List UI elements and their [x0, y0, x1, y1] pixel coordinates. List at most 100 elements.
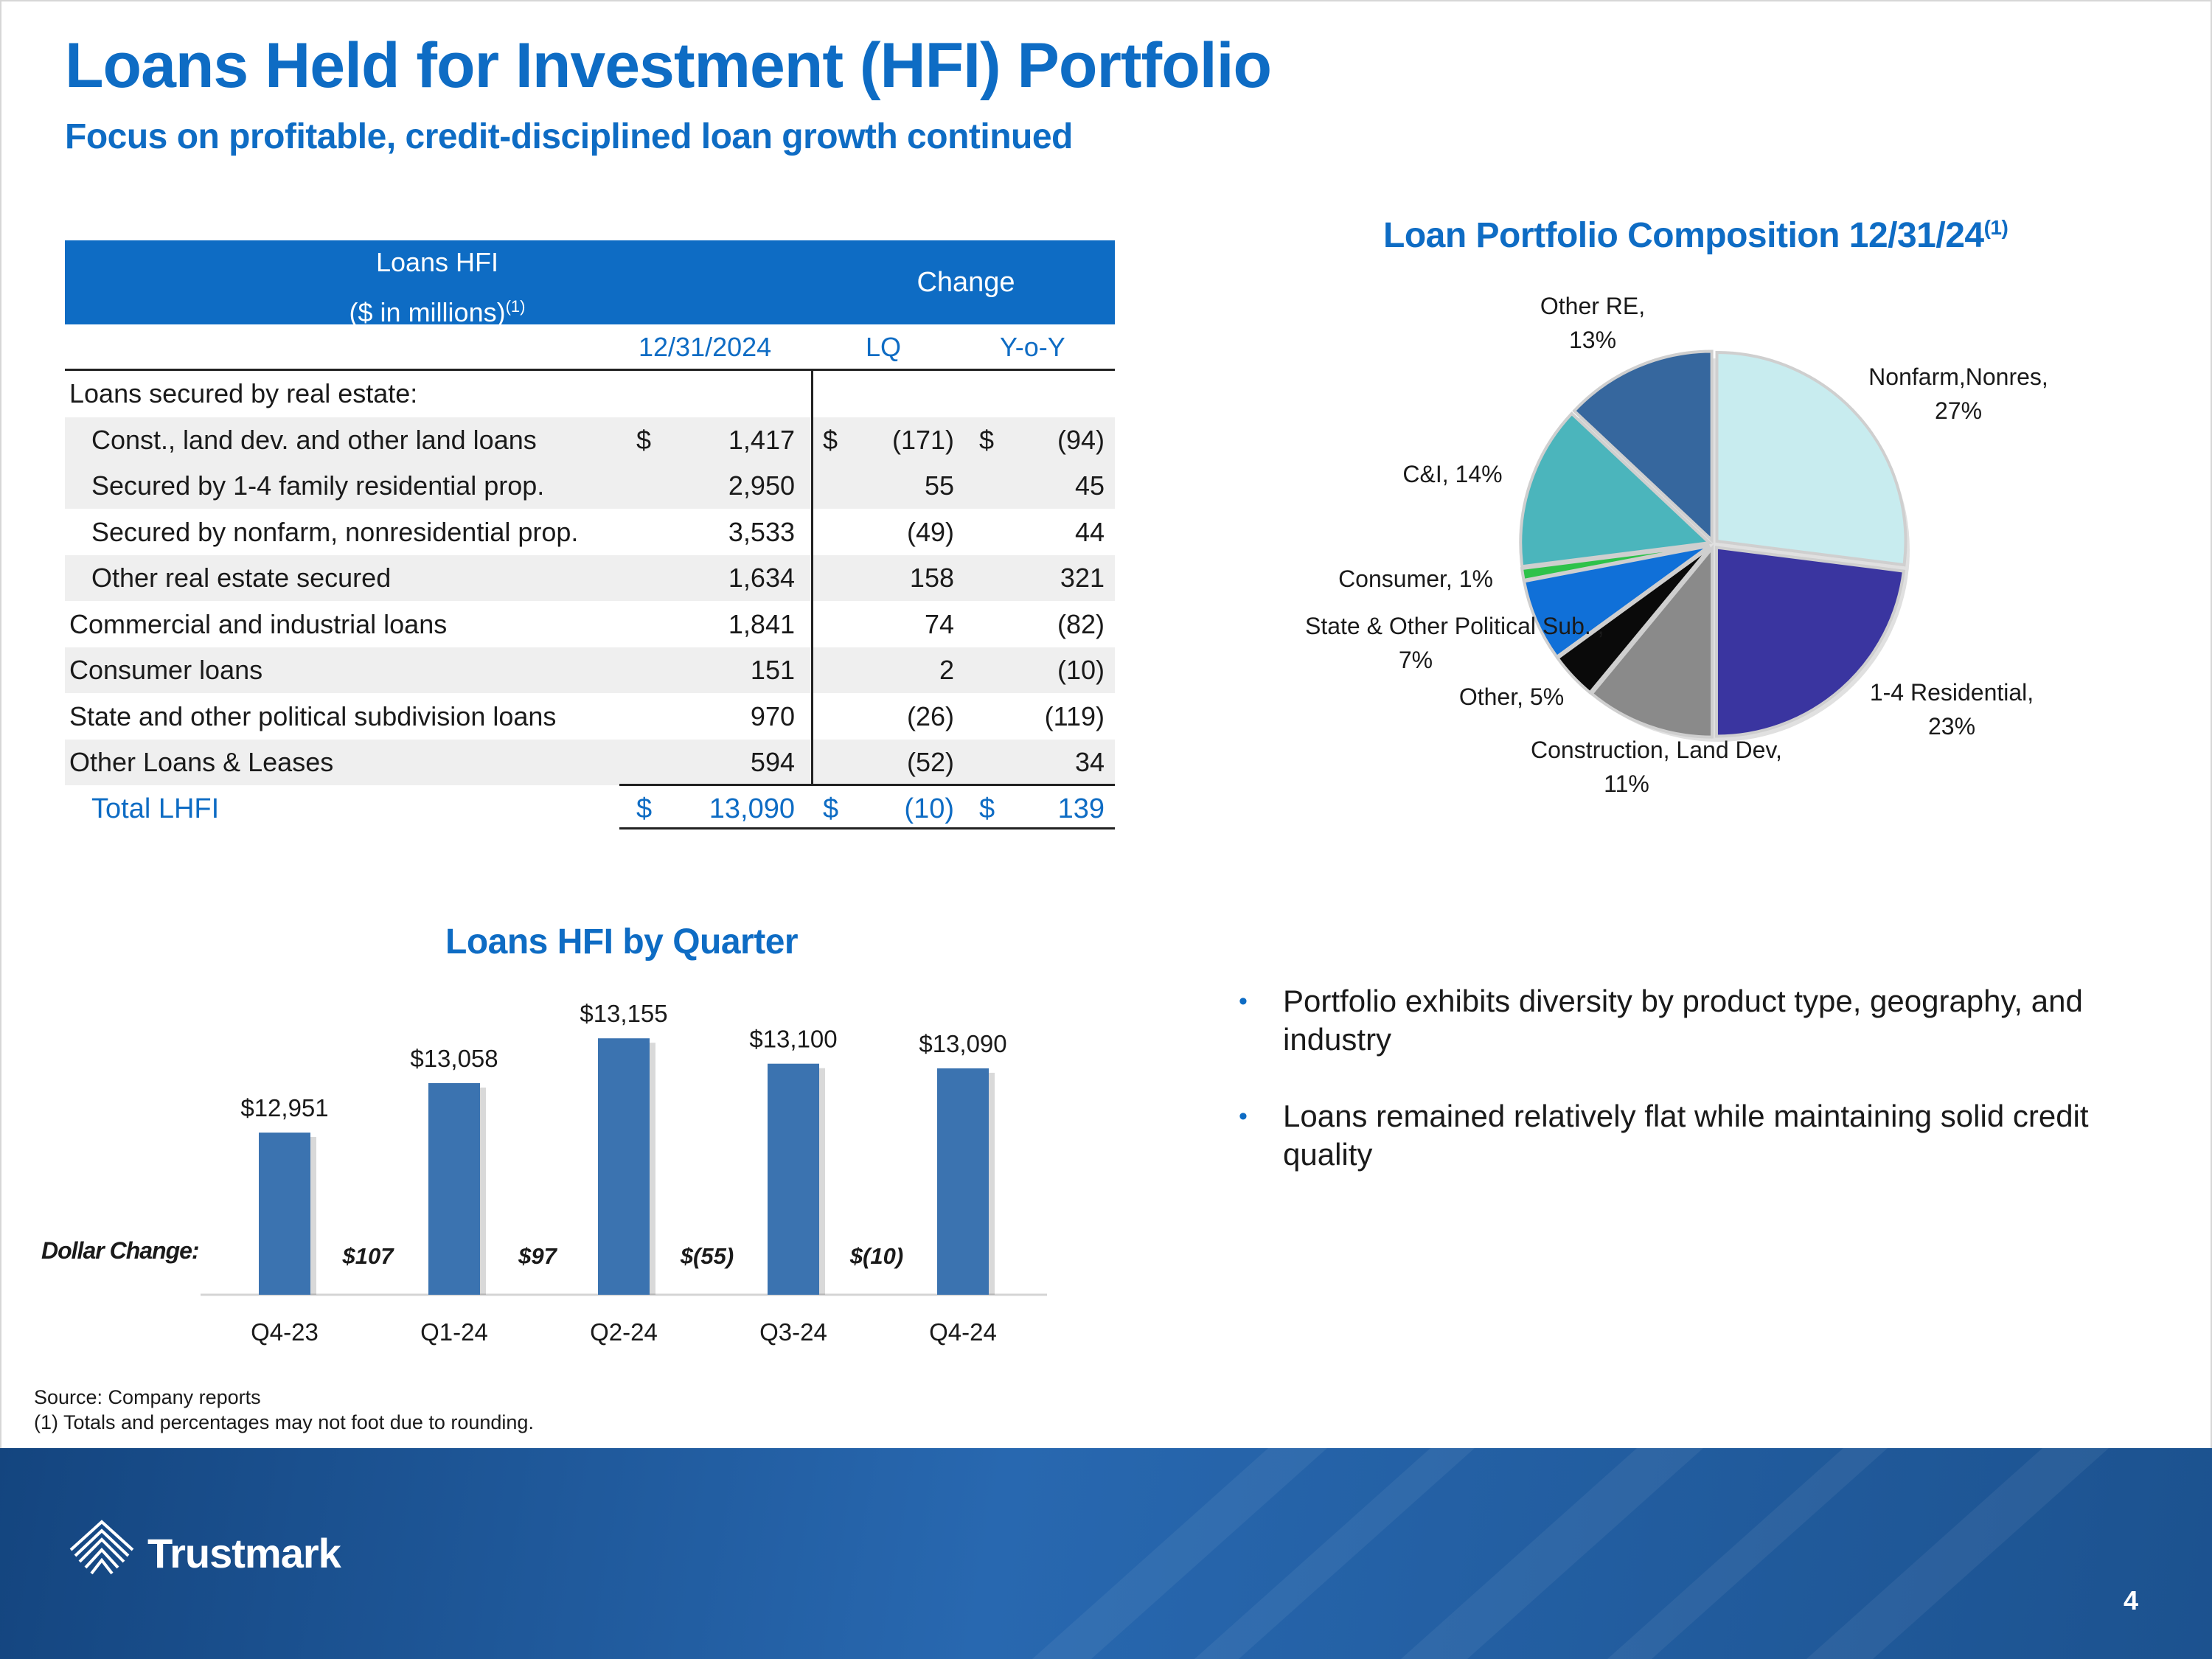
bullet-list: Portfolio exhibits diversity by product …	[1239, 982, 2124, 1212]
row-yoy: (10)	[1057, 655, 1105, 685]
pie-label-name: Other RE,	[1540, 293, 1646, 319]
bar-Q1-24	[428, 1082, 480, 1295]
pie-label-name: 1-4 Residential,	[1869, 679, 2034, 706]
row-value: 594	[750, 747, 795, 777]
table-row: Secured by 1-4 family residential prop. 2…	[65, 463, 1115, 509]
row-label: Const., land dev. and other land loans	[91, 424, 537, 455]
row-value: 1,634	[728, 563, 795, 593]
row-yoy: 45	[1074, 470, 1105, 501]
row-label: Other real estate secured	[91, 563, 392, 593]
pie-title-note: (1)	[1983, 216, 2008, 239]
row-value: 151	[750, 655, 795, 685]
bar-category-label: Q2-24	[590, 1318, 658, 1346]
table-header-title: Loans HFI ($ in millions)(1)	[65, 240, 810, 327]
pie-label-name: C&I,	[1402, 461, 1449, 487]
bar-category-label: Q4-24	[929, 1318, 997, 1346]
row-lq: 74	[924, 608, 954, 639]
pie-label-pct: 11%	[1604, 771, 1649, 797]
table-row: Const., land dev. and other land loans 1,…	[65, 417, 1115, 463]
pie-label-pct: 23%	[1927, 713, 1976, 740]
bar-Q4-24	[937, 1068, 989, 1295]
pie-label-name: Nonfarm,Nonres,	[1868, 364, 2048, 390]
bar-Q2-24	[598, 1038, 650, 1295]
bullet-item: Portfolio exhibits diversity by product …	[1239, 982, 2124, 1059]
bar-value-label: $12,951	[240, 1094, 328, 1121]
column-headers: 12/31/2024 LQ Y-o-Y	[65, 324, 1115, 371]
pie-label-3: Other, 5%	[1438, 680, 1585, 714]
total-row: Total LHFI 13,090 (10) 139 $ $ $	[65, 786, 1115, 832]
currency-symbol: $	[979, 793, 995, 824]
table-row: Other real estate secured 1,634 158 321	[65, 555, 1115, 601]
dollar-change-value: $(55)	[680, 1243, 734, 1269]
row-yoy: 321	[1060, 563, 1105, 593]
pie-label-5: Consumer, 1%	[1320, 562, 1512, 596]
row-label: Loans secured by real estate:	[69, 378, 418, 408]
pie-label-pct: 27%	[1934, 397, 1983, 424]
pie-label-name: Construction, Land Dev,	[1531, 737, 1782, 763]
table-divider	[811, 371, 813, 784]
table-header-note: (1)	[505, 297, 526, 316]
pie-label-pct: 5%	[1529, 684, 1565, 710]
bar-value-label: $13,058	[410, 1045, 498, 1072]
pie-chart-title: Loan Portfolio Composition 12/31/24(1)	[1383, 215, 2008, 256]
change-header: Change	[917, 267, 1015, 298]
row-lq: 2	[939, 655, 954, 685]
table-row: State and other political subdivision lo…	[65, 694, 1115, 740]
row-value: 1,417	[728, 424, 795, 455]
row-lq: (26)	[906, 700, 954, 731]
table-row: Secured by nonfarm, nonresidential prop.…	[65, 509, 1115, 555]
row-lq: 55	[924, 470, 954, 501]
bar-category-label: Q4-23	[251, 1318, 319, 1346]
dollar-change-value: $107	[342, 1243, 395, 1269]
table-row: Other Loans & Leases 594 (52) 34	[65, 740, 1115, 785]
dollar-change-value: $97	[518, 1243, 557, 1269]
row-lq: (171)	[891, 424, 954, 455]
pie-label-name: Consumer,	[1338, 566, 1453, 592]
page-number: 4	[2124, 1585, 2139, 1615]
currency-symbol: $	[823, 793, 839, 824]
col-head-lq: LQ	[866, 332, 902, 362]
footer-stripes	[1032, 1448, 2109, 1659]
footer-band	[0, 1448, 2212, 1659]
bar-chart: $12,951 Q4-23 $13,058 Q1-24 $13,155 Q2-24 $13,…	[201, 1000, 1047, 1346]
bar-Q4-23	[259, 1133, 310, 1295]
rounding-note: (1) Totals and percentages may not foot …	[34, 1411, 534, 1433]
row-lq: (49)	[906, 516, 954, 547]
pie-slice-1	[1714, 546, 1906, 738]
total-rule-bottom	[619, 827, 1115, 830]
dollar-change-label: Dollar Change:	[41, 1237, 200, 1264]
pie-slice-6	[1519, 411, 1713, 568]
brand-name: Trustmark	[147, 1530, 341, 1576]
table-row: Consumer loans 151 2 (10)	[65, 647, 1115, 693]
row-label: Other Loans & Leases	[69, 747, 334, 777]
bullet-item: Loans remained relatively flat while mai…	[1239, 1097, 2124, 1174]
dollar-change-value: $(10)	[849, 1243, 903, 1269]
currency-symbol: $	[823, 424, 838, 455]
source-note: Source: Company reports	[34, 1386, 261, 1408]
bar-Q3-24	[768, 1063, 819, 1295]
row-yoy: (119)	[1044, 700, 1105, 731]
pie-label-0: Nonfarm,Nonres, 27%	[1848, 360, 2069, 428]
row-label: Secured by nonfarm, nonresidential prop.	[91, 516, 579, 547]
col-head-yoy: Y-o-Y	[1000, 332, 1065, 362]
row-lq: 158	[909, 563, 954, 593]
pie-label-2: Construction, Land Dev, 11%	[1531, 733, 1782, 801]
pie-label-name: Other,	[1458, 684, 1523, 710]
row-label: Commercial and industrial loans	[69, 608, 448, 639]
total-lq: (10)	[904, 793, 954, 824]
table-header-line1: Loans HFI	[375, 247, 499, 277]
col-head-date: 12/31/2024	[639, 332, 772, 362]
pie-label-1: 1-4 Residential, 23%	[1852, 675, 2051, 743]
trustmark-logo-icon	[69, 1520, 134, 1575]
row-value: 2,950	[728, 470, 795, 501]
currency-symbol: $	[636, 424, 652, 455]
bar-value-label: $13,100	[749, 1026, 837, 1053]
pie-label-pct: 1%	[1458, 566, 1493, 592]
page-title: Loans Held for Investment (HFI) Portfoli…	[65, 30, 1272, 101]
row-label: Secured by 1-4 family residential prop.	[91, 470, 545, 501]
pie-label-name: State & Other Political Sub. ,	[1305, 613, 1604, 639]
pie-label-6: C&I, 14%	[1386, 457, 1519, 491]
bar-value-label: $13,155	[580, 1000, 667, 1027]
row-value: 1,841	[728, 608, 795, 639]
row-label: State and other political subdivision lo…	[69, 700, 557, 731]
